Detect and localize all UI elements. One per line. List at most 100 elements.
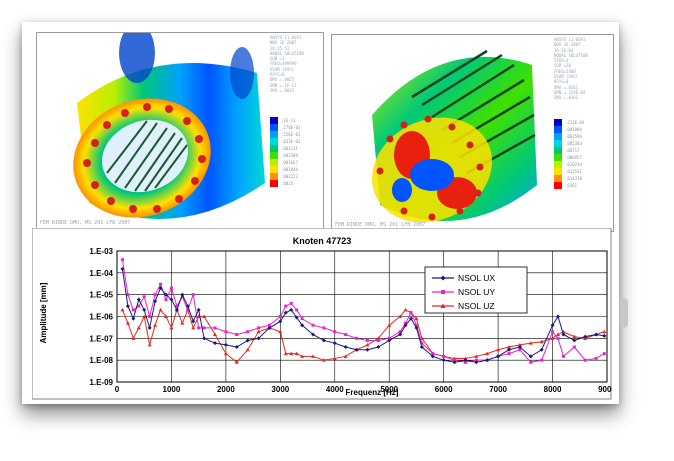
- stator-deformation-image-right: [371, 49, 537, 223]
- data-point-ux: [343, 345, 348, 350]
- data-point-ux: [185, 304, 190, 309]
- data-point-uy: [164, 298, 168, 302]
- data-point-uz: [136, 325, 141, 330]
- data-point-uy: [529, 360, 533, 364]
- data-point-uz: [365, 342, 370, 347]
- data-point-uz: [507, 345, 511, 349]
- fea-footer-left: FEM RINDE DMU, MS 201 LFB 2007: [40, 220, 131, 226]
- colorbar-left: [270, 117, 278, 187]
- data-point-uz: [539, 339, 544, 344]
- data-point-ux: [561, 332, 566, 337]
- data-point-uz: [147, 342, 152, 347]
- data-point-uz: [223, 351, 228, 356]
- colorbar-labels-right: .224E-04.001809 .003596.005383 .00717.00…: [565, 120, 585, 188]
- data-point-ux: [147, 325, 152, 330]
- data-point-uz: [550, 336, 555, 340]
- data-point-ux: [474, 360, 479, 365]
- data-point-uz: [169, 325, 174, 330]
- data-point-uy: [169, 286, 173, 290]
- y-axis-label: Amplitude [mm]: [39, 282, 48, 343]
- data-point-uy: [202, 326, 206, 330]
- data-point-uz: [343, 354, 348, 358]
- data-point-uy: [142, 295, 146, 299]
- data-point-ux: [485, 358, 490, 363]
- data-point-uy: [474, 358, 478, 362]
- data-point-uy: [404, 321, 408, 325]
- data-point-ux: [602, 333, 607, 338]
- data-point-ux: [311, 332, 315, 337]
- data-point-ux: [452, 360, 457, 365]
- data-point-ux: [414, 325, 419, 330]
- data-point-ux: [594, 332, 599, 337]
- fea-footer-right: FEM RINDE DMU, MS 201 LFB 2007: [335, 222, 426, 228]
- data-point-uy: [267, 323, 271, 327]
- data-point-uz: [131, 336, 136, 340]
- data-point-ux: [158, 286, 163, 291]
- data-point-ux: [409, 316, 413, 321]
- data-point-uy: [126, 293, 130, 297]
- data-point-uy: [518, 348, 522, 352]
- data-point-uz: [300, 354, 305, 358]
- data-point-uz: [202, 314, 207, 318]
- data-point-uz: [158, 307, 163, 312]
- legend-marker: [440, 275, 446, 281]
- data-point-ux: [365, 347, 370, 352]
- x-tick-label: 7000: [489, 385, 507, 394]
- x-tick-label: 0: [115, 385, 120, 394]
- data-point-ux: [289, 307, 294, 312]
- data-point-uy: [344, 332, 348, 336]
- data-point-uy: [175, 304, 179, 308]
- data-point-uy: [431, 352, 435, 356]
- data-point-uy: [420, 341, 424, 345]
- data-point-uy: [594, 356, 598, 360]
- data-point-uy: [398, 330, 402, 334]
- data-point-ux: [507, 347, 511, 352]
- data-point-uy: [284, 304, 288, 308]
- series-line-nsol-uz: [121, 308, 605, 363]
- data-point-uz: [556, 332, 560, 336]
- data-point-ux: [419, 345, 424, 350]
- data-point-uy: [602, 352, 606, 356]
- data-point-uy: [414, 323, 418, 327]
- data-point-uz: [294, 351, 299, 356]
- data-point-uy: [322, 326, 326, 330]
- x-tick-label: 3000: [271, 385, 289, 394]
- data-point-uz: [474, 354, 479, 358]
- x-tick-label: 6000: [435, 385, 453, 394]
- data-point-ux: [125, 304, 130, 309]
- data-point-ux: [430, 354, 435, 359]
- y-tick-label: 1.E-09: [89, 378, 113, 387]
- y-tick-label: 1.E-05: [89, 291, 113, 300]
- data-point-uz: [517, 342, 522, 347]
- data-point-ux: [136, 297, 141, 302]
- data-point-ux: [202, 336, 207, 341]
- data-point-ux: [164, 292, 168, 297]
- x-tick-label: 1000: [163, 385, 181, 394]
- data-point-uy: [148, 315, 152, 318]
- series-line-nsol-ux: [121, 268, 605, 363]
- data-point-uy: [197, 326, 201, 330]
- legend-marker: [441, 290, 445, 294]
- data-point-uy: [186, 308, 190, 312]
- y-tick-label: 1.E-07: [89, 334, 113, 343]
- data-point-ux: [191, 319, 196, 324]
- data-point-ux: [376, 345, 381, 350]
- data-point-uz: [496, 347, 501, 352]
- data-point-uz: [414, 316, 419, 321]
- amplitude-chart: Knoten 47723 Frequenz [Hz] Amplitude [mm…: [32, 228, 612, 400]
- x-axis-label: Frequenz [Hz]: [346, 388, 399, 397]
- data-point-uz: [321, 358, 326, 362]
- data-point-uz: [153, 323, 158, 327]
- data-point-uz: [191, 325, 196, 330]
- data-point-uy: [311, 323, 315, 327]
- fea-info-left: ANSYS 11.0SP1 NOV 16 2007 16:15:52 NODAL S…: [270, 35, 304, 93]
- data-point-uy: [235, 332, 239, 336]
- data-point-uz: [142, 314, 147, 318]
- data-point-uy: [257, 326, 261, 330]
- data-point-ux: [583, 334, 588, 339]
- data-point-uy: [507, 352, 511, 356]
- data-point-uz: [528, 341, 533, 345]
- data-point-ux: [398, 332, 403, 337]
- data-point-uz: [289, 351, 294, 356]
- data-point-uz: [602, 329, 607, 334]
